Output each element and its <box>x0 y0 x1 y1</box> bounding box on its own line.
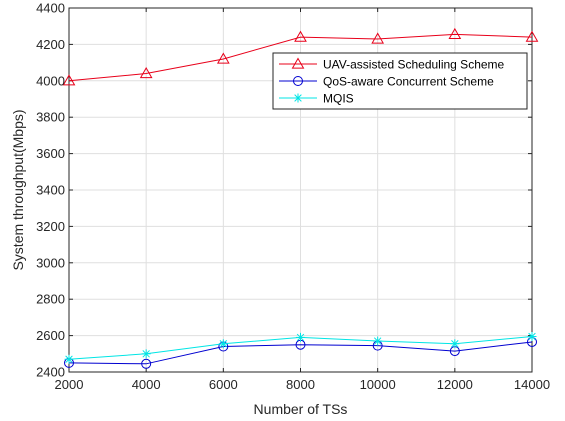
data-point <box>371 32 385 44</box>
legend-entry: QoS-aware Concurrent Scheme <box>279 75 494 89</box>
star-stroke <box>142 350 150 358</box>
y-tick-label: 3200 <box>36 219 65 234</box>
data-point <box>527 332 537 342</box>
x-tick-label: 12000 <box>437 377 473 392</box>
data-point <box>141 349 151 359</box>
legend-marker <box>291 57 305 69</box>
data-point <box>525 30 539 42</box>
tick-labels: 2000 4000 6000 8000 10000 12000 14000 2400 2600 2… <box>36 1 550 393</box>
legend-entry: MQIS <box>279 92 354 106</box>
star-stroke <box>528 332 536 341</box>
legend-entry: UAV-assisted Scheduling Scheme <box>279 57 505 72</box>
star-stroke <box>65 355 73 363</box>
data-point <box>64 354 74 364</box>
y-tick-label: 4200 <box>36 37 65 52</box>
x-tick-label: 8000 <box>286 377 315 392</box>
x-axis-label: Number of TSs <box>254 401 348 417</box>
data-point <box>294 30 307 42</box>
y-tick-label: 3800 <box>36 110 65 125</box>
data-point <box>296 332 305 342</box>
y-tick-label: 4400 <box>36 1 65 16</box>
series-line <box>68 341 533 365</box>
data-point <box>218 339 228 349</box>
star-stroke <box>294 94 302 102</box>
y-tick-label: 2600 <box>36 328 65 343</box>
axes <box>68 7 533 373</box>
data-point <box>216 52 230 64</box>
data-point <box>62 74 76 86</box>
y-tick-label: 3400 <box>36 183 65 198</box>
legend-marker <box>293 76 303 86</box>
series-1 <box>62 27 539 86</box>
star-stroke <box>373 337 382 345</box>
star-stroke <box>451 340 459 348</box>
data-point <box>373 336 383 346</box>
data-point <box>450 339 460 349</box>
x-tick-label: 4000 <box>132 377 161 392</box>
x-tick-label: 6000 <box>209 377 238 392</box>
series-line <box>68 33 533 82</box>
data-point <box>141 358 152 369</box>
x-tick-label: 2000 <box>55 377 84 392</box>
legend: UAV-assisted Scheduling Scheme QoS-aware … <box>272 52 528 110</box>
y-tick-label: 2400 <box>36 365 65 380</box>
legend-label: QoS-aware Concurrent Scheme <box>323 75 494 89</box>
x-tick-label: 10000 <box>360 377 396 392</box>
series-layer <box>62 27 539 369</box>
y-tick-label: 3600 <box>36 146 65 161</box>
legend-label: UAV-assisted Scheduling Scheme <box>323 58 505 72</box>
star-stroke <box>296 333 305 342</box>
y-tick-label: 3000 <box>36 255 65 270</box>
series-3 <box>64 332 537 364</box>
legend-label: MQIS <box>323 92 354 106</box>
legend-marker <box>293 93 303 103</box>
y-axis-label: System throughput(Mbps) <box>10 109 26 270</box>
y-tick-label: 2800 <box>36 292 65 307</box>
data-point <box>139 67 153 79</box>
data-point <box>448 27 462 40</box>
star-stroke <box>219 340 228 348</box>
y-tick-label: 4000 <box>36 73 65 88</box>
x-tick-label: 14000 <box>514 377 550 392</box>
